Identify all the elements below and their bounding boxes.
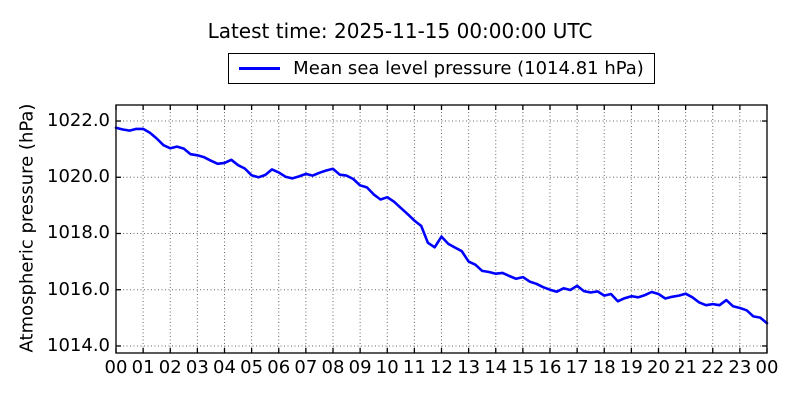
x-tick-label: 19 [619,357,643,378]
x-tick-label: 02 [158,357,182,378]
y-tick-label: 1016.0 [47,278,110,300]
x-tick-label: 23 [728,357,752,378]
x-tick-label: 12 [430,357,453,378]
pressure-line-series [114,126,769,325]
legend-line-swatch-icon [239,67,281,70]
x-tick-label: 14 [484,357,508,378]
chart-title: Latest time: 2025-11-15 00:00:00 UTC [207,19,593,43]
x-tick-label: 22 [701,357,725,378]
x-tick-label: 11 [402,357,426,378]
x-tick-label: 00 [755,357,779,378]
x-tick-label: 04 [213,357,236,378]
y-tick-label: 1022.0 [47,110,110,132]
x-tick-label: 09 [348,357,372,378]
x-tick-label: 05 [240,357,264,378]
y-tick-label: 1020.0 [47,166,110,188]
x-tick-label: 03 [185,357,209,378]
x-tick-label: 17 [565,357,589,378]
x-tick-label: 13 [457,357,481,378]
x-tick-label: 18 [592,357,616,378]
x-tick-label: 16 [538,357,562,378]
x-tick-label: 08 [321,357,345,378]
legend: Mean sea level pressure (1014.81 hPa) [228,53,655,84]
x-tick-label: 15 [511,357,535,378]
y-tick-label: 1018.0 [47,222,110,244]
x-tick-label: 20 [647,357,670,378]
x-tick-label: 00 [104,357,128,378]
legend-label: Mean sea level pressure (1014.81 hPa) [293,58,644,79]
legend-wrap: Mean sea level pressure (1014.81 hPa) [116,53,767,84]
x-tick-label: 07 [294,357,318,378]
x-tick-label: 10 [375,357,399,378]
y-tick-label: 1014.0 [47,334,110,356]
x-tick-label: 21 [674,357,698,378]
x-tick-label: 01 [131,357,155,378]
x-tick-label: 06 [267,357,291,378]
